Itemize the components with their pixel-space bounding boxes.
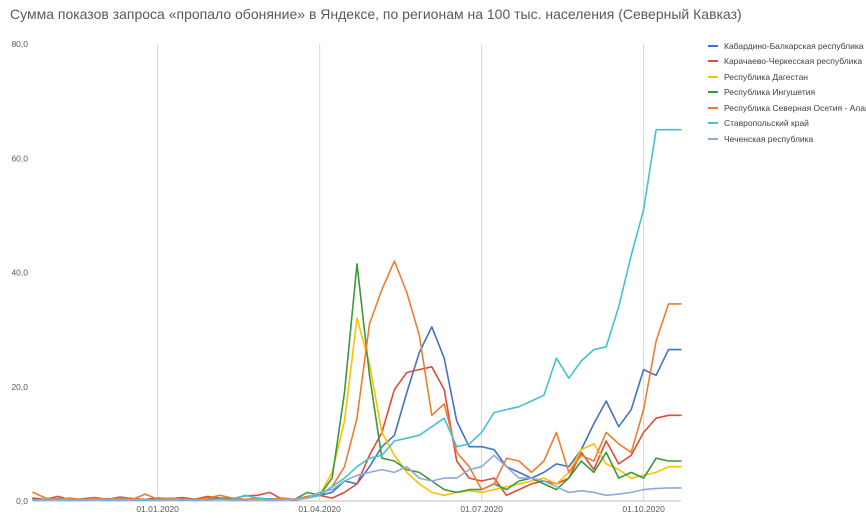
legend-item: Чеченская республика <box>708 131 866 147</box>
legend-swatch <box>708 44 718 47</box>
legend-label: Карачаево-Черкесская республика <box>724 56 863 67</box>
series-line-3 <box>32 317 682 501</box>
y-tick-label: 60,0 <box>11 153 28 163</box>
y-tick-label: 40,0 <box>11 268 28 278</box>
legend-swatch <box>708 122 718 125</box>
legend-label: Чеченская республика <box>724 133 814 144</box>
legend-label: Республика Дагестан <box>724 71 809 82</box>
x-tick-label: 01.10.2020 <box>622 504 665 514</box>
legend-item: Республика Ингушетия <box>708 85 866 101</box>
legend-item: Республика Дагестан <box>708 69 866 85</box>
legend-swatch <box>708 106 718 109</box>
y-tick-label: 80,0 <box>11 39 28 49</box>
x-tick-label: 01.01.2020 <box>136 504 179 514</box>
x-tick-label: 01.04.2020 <box>298 504 341 514</box>
legend-item: Кабардино-Балкарская республика <box>708 38 866 54</box>
chart-title: Сумма показов запроса «пропало обоняние»… <box>10 6 742 22</box>
legend-swatch <box>708 137 718 140</box>
legend-item: Республика Северная Осетия - Алания <box>708 100 866 116</box>
legend-label: Республика Северная Осетия - Алания <box>724 102 866 113</box>
series-line-2 <box>32 365 682 501</box>
legend-item: Карачаево-Черкесская республика <box>708 54 866 70</box>
series-line-5 <box>32 260 682 501</box>
legend-label: Республика Ингушетия <box>724 87 816 98</box>
series-line-4 <box>32 263 682 501</box>
y-tick-label: 0,0 <box>16 496 28 506</box>
legend-label: Кабардино-Балкарская республика <box>724 40 864 51</box>
legend-label: Ставропольский край <box>724 118 809 129</box>
x-tick-label: 01.07.2020 <box>460 504 503 514</box>
y-tick-label: 20,0 <box>11 382 28 392</box>
legend-swatch <box>708 91 718 94</box>
chart-legend: Кабардино-Балкарская республика Карачаево… <box>708 38 866 147</box>
legend-item: Ставропольский край <box>708 116 866 132</box>
legend-swatch <box>708 75 718 78</box>
series-line-7 <box>32 454 682 502</box>
legend-swatch <box>708 60 718 63</box>
